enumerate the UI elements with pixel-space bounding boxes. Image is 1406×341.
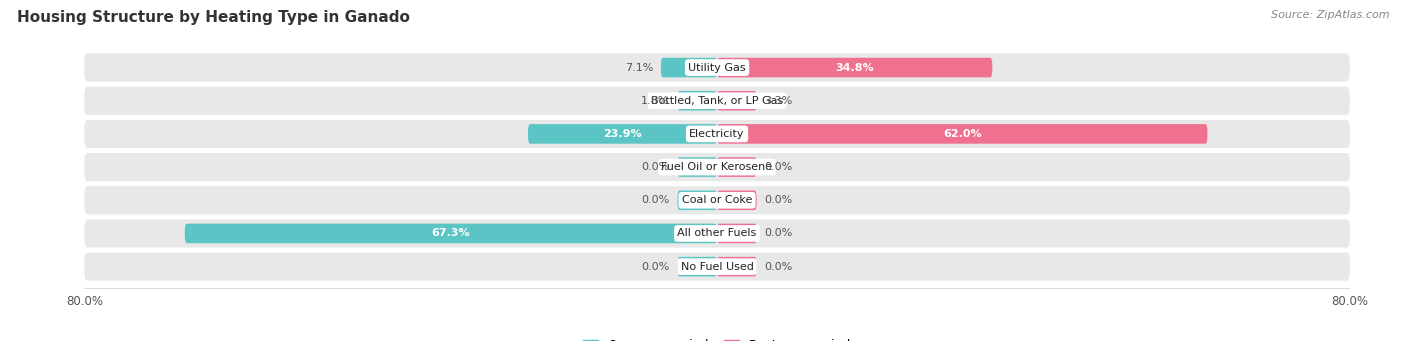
FancyBboxPatch shape	[678, 157, 717, 177]
Text: 0.0%: 0.0%	[765, 262, 793, 272]
Text: 0.0%: 0.0%	[641, 195, 669, 205]
FancyBboxPatch shape	[717, 157, 756, 177]
FancyBboxPatch shape	[717, 124, 1208, 144]
FancyBboxPatch shape	[84, 253, 1350, 281]
Text: 0.0%: 0.0%	[641, 262, 669, 272]
Text: 3.3%: 3.3%	[765, 96, 793, 106]
Text: All other Fuels: All other Fuels	[678, 228, 756, 238]
Text: 62.0%: 62.0%	[943, 129, 981, 139]
FancyBboxPatch shape	[678, 257, 717, 277]
Text: 0.0%: 0.0%	[765, 228, 793, 238]
Text: Housing Structure by Heating Type in Ganado: Housing Structure by Heating Type in Gan…	[17, 10, 409, 25]
Text: Bottled, Tank, or LP Gas: Bottled, Tank, or LP Gas	[651, 96, 783, 106]
Text: 67.3%: 67.3%	[432, 228, 470, 238]
Text: 0.0%: 0.0%	[765, 162, 793, 172]
Text: Fuel Oil or Kerosene: Fuel Oil or Kerosene	[661, 162, 773, 172]
Text: 0.0%: 0.0%	[641, 162, 669, 172]
FancyBboxPatch shape	[717, 91, 756, 110]
FancyBboxPatch shape	[84, 186, 1350, 214]
Text: Coal or Coke: Coal or Coke	[682, 195, 752, 205]
FancyBboxPatch shape	[661, 58, 717, 77]
Text: 23.9%: 23.9%	[603, 129, 643, 139]
FancyBboxPatch shape	[84, 153, 1350, 181]
FancyBboxPatch shape	[84, 87, 1350, 115]
FancyBboxPatch shape	[678, 191, 717, 210]
Text: 0.0%: 0.0%	[765, 195, 793, 205]
FancyBboxPatch shape	[717, 224, 756, 243]
Text: No Fuel Used: No Fuel Used	[681, 262, 754, 272]
FancyBboxPatch shape	[84, 54, 1350, 81]
FancyBboxPatch shape	[678, 91, 717, 110]
Text: Utility Gas: Utility Gas	[689, 62, 745, 73]
FancyBboxPatch shape	[84, 120, 1350, 148]
Text: 1.8%: 1.8%	[641, 96, 669, 106]
FancyBboxPatch shape	[717, 191, 756, 210]
FancyBboxPatch shape	[184, 224, 717, 243]
FancyBboxPatch shape	[529, 124, 717, 144]
Text: 7.1%: 7.1%	[624, 62, 652, 73]
FancyBboxPatch shape	[717, 257, 756, 277]
FancyBboxPatch shape	[84, 219, 1350, 248]
Text: 34.8%: 34.8%	[835, 62, 875, 73]
Text: Source: ZipAtlas.com: Source: ZipAtlas.com	[1271, 10, 1389, 20]
Text: Electricity: Electricity	[689, 129, 745, 139]
Legend: Owner-occupied, Renter-occupied: Owner-occupied, Renter-occupied	[582, 339, 852, 341]
FancyBboxPatch shape	[717, 58, 993, 77]
